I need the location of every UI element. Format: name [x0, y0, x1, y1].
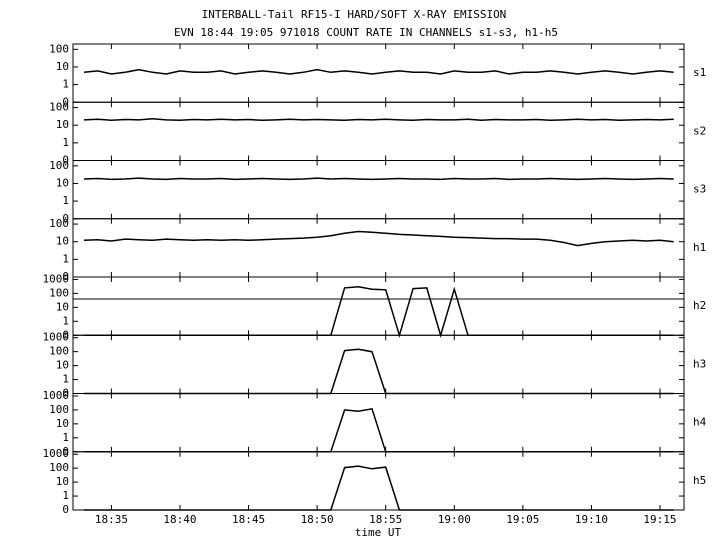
y-tick-label: 1 [62, 431, 69, 444]
y-tick-label: 10 [56, 176, 69, 189]
y-tick-label: 100 [49, 42, 69, 55]
x-axis-label: time UT [355, 526, 402, 539]
y-tick-label: 1 [62, 314, 69, 327]
y-tick-label: 10 [56, 60, 69, 73]
y-tick-label: 0 [62, 445, 69, 458]
panel-label: h4 [693, 416, 707, 429]
y-tick-label: 1000 [43, 447, 70, 460]
x-tick-label: 19:05 [506, 513, 539, 526]
panel-label: s1 [693, 66, 706, 79]
x-tick-label: 18:45 [232, 513, 265, 526]
x-tick-label: 18:55 [369, 513, 402, 526]
y-tick-label: 100 [49, 101, 69, 114]
y-tick-label: 10 [56, 235, 69, 248]
y-tick-label: 10 [56, 475, 69, 488]
y-tick-label: 1 [62, 136, 69, 149]
panel-label: h1 [693, 241, 706, 254]
y-tick-label: 1 [62, 194, 69, 207]
y-tick-label: 1 [62, 373, 69, 386]
y-tick-label: 0 [62, 503, 69, 516]
y-tick-label: 0 [62, 270, 69, 283]
y-tick-label: 10 [56, 359, 69, 372]
y-tick-label: 100 [49, 217, 69, 230]
y-tick-label: 10 [56, 118, 69, 131]
panel-label: s2 [693, 124, 706, 137]
x-tick-label: 19:00 [438, 513, 471, 526]
data-line [83, 118, 674, 122]
y-tick-label: 1000 [43, 331, 70, 344]
y-tick-label: 1000 [43, 272, 70, 285]
chart-title: INTERBALL-Tail RF15-I HARD/SOFT X-RAY EM… [202, 8, 507, 21]
x-tick-label: 19:10 [575, 513, 608, 526]
y-tick-label: 10 [56, 300, 69, 313]
x-tick-label: 19:15 [643, 513, 676, 526]
x-tick-label: 18:40 [163, 513, 196, 526]
y-tick-label: 0 [62, 328, 69, 341]
data-line [84, 465, 674, 511]
y-tick-label: 0 [62, 212, 69, 225]
panel-label: h5 [693, 474, 706, 487]
data-line [83, 177, 674, 181]
y-tick-label: 1 [62, 489, 69, 502]
panel-frame [72, 451, 685, 511]
x-tick-label: 18:50 [301, 513, 334, 526]
y-tick-label: 0 [62, 154, 69, 167]
panel-label: h2 [693, 299, 706, 312]
data-line [83, 68, 674, 75]
y-tick-label: 100 [49, 461, 69, 474]
x-tick-label: 18:35 [95, 513, 128, 526]
y-tick-label: 100 [49, 286, 69, 299]
y-tick-label: 0 [62, 387, 69, 400]
panel-label: h3 [693, 357, 706, 370]
y-tick-label: 100 [49, 159, 69, 172]
y-tick-label: 1 [62, 78, 69, 91]
data-line [83, 230, 674, 247]
y-tick-label: 1000 [43, 389, 70, 402]
chart-subtitle: EVN 18:44 19:05 971018 COUNT RATE IN CHA… [174, 26, 558, 39]
y-tick-label: 100 [49, 345, 69, 358]
y-tick-label: 100 [49, 403, 69, 416]
y-tick-label: 0 [62, 95, 69, 108]
y-tick-label: 10 [56, 417, 69, 430]
panel-label: s3 [693, 183, 706, 196]
y-tick-label: 1 [62, 252, 69, 265]
